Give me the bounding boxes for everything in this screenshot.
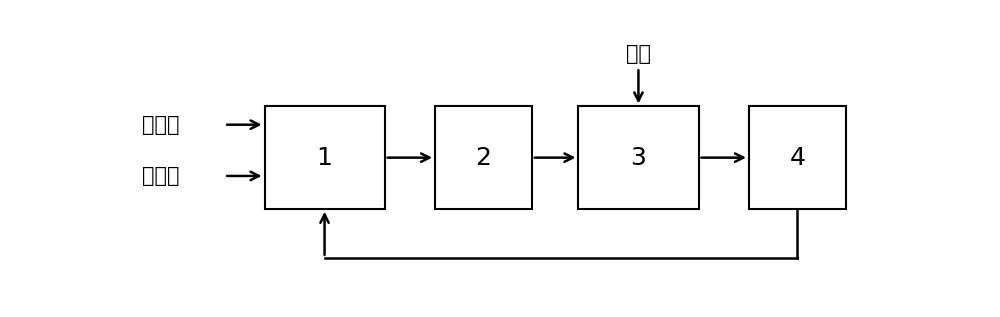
Text: 3: 3 bbox=[631, 146, 646, 170]
Text: 六氯苯: 六氯苯 bbox=[142, 115, 180, 135]
Text: 氟化钒: 氟化钒 bbox=[142, 166, 180, 186]
Bar bbox=[578, 107, 698, 209]
Text: 1: 1 bbox=[317, 146, 332, 170]
Bar bbox=[749, 107, 846, 209]
Bar bbox=[435, 107, 532, 209]
Text: 4: 4 bbox=[789, 146, 805, 170]
Text: 2: 2 bbox=[475, 146, 491, 170]
Text: 溶剂: 溶剂 bbox=[626, 44, 651, 64]
Bar bbox=[264, 107, 385, 209]
